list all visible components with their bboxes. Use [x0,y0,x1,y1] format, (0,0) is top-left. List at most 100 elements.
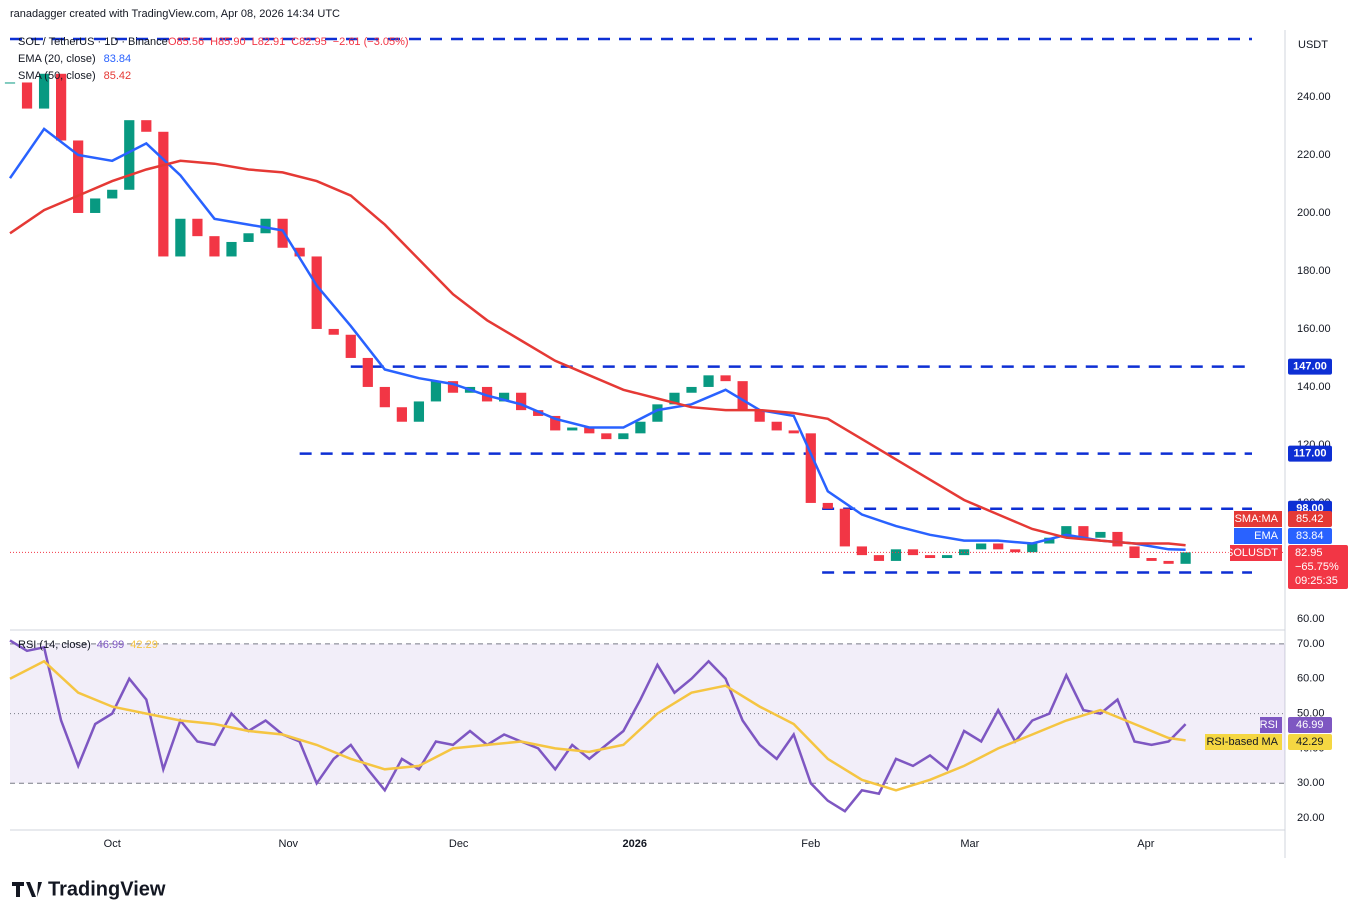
candle [686,386,697,393]
candle [1027,543,1038,553]
axis-value: 46.99 [1296,719,1324,731]
candle [618,433,629,440]
y-tick-label: 20.00 [1297,812,1325,824]
candle [209,236,220,257]
y-tick-label: 180.00 [1297,265,1331,277]
candle [1061,526,1072,538]
logo-text: TradingView [48,878,166,900]
price-tag-countdown: 09:25:35 [1295,575,1338,587]
x-tick-label: Feb [801,838,820,850]
candle [788,430,799,434]
axis-value-box [1288,717,1332,733]
candle [754,410,765,422]
candle [226,241,237,257]
candle [260,218,271,234]
candle [175,218,186,257]
y-tick-label: 50.00 [1297,707,1325,719]
candle [805,433,816,503]
candle [243,233,254,242]
axis-tag-box [1234,511,1282,527]
candle [21,82,33,109]
y-tick-label: 220.00 [1297,149,1331,161]
candle [737,381,748,411]
candle [4,82,16,84]
candle [362,357,373,387]
candle [669,392,680,405]
rsi-band [10,643,1285,784]
candle [533,410,544,416]
logo: TradingView [12,878,166,900]
candle [1163,560,1174,564]
candle [1095,531,1106,538]
axis-tag: RSI-based MA [1206,736,1278,748]
legend-value: 83.84 [104,53,132,65]
legend-name: EMA (20, close) [18,53,96,65]
candle [294,247,305,257]
price-tag-change: −65.75% [1295,561,1339,573]
x-tick-label: Apr [1137,838,1154,850]
candle [601,433,612,440]
axis-value-box [1288,528,1332,544]
legend-symbol: SOL / TetherUS · 1D · Binance [18,36,168,48]
series-line [9,159,1186,547]
candle [584,427,595,434]
candle [447,381,459,393]
price-tag-name: SOLUSDT [1226,547,1278,559]
candle [822,502,833,509]
axis-value: 85.42 [1296,513,1324,525]
candle [941,555,953,559]
y-tick-label: 200.00 [1297,207,1331,219]
price-tag-value-box [1288,545,1348,589]
candle [430,381,442,402]
candle [1112,531,1123,547]
candle [277,218,288,248]
rsi-title: RSI (14, close) [18,639,91,651]
candle [345,334,356,358]
y-tick-label: 160.00 [1297,323,1331,335]
legend-ohlc: H85.90 [210,36,245,48]
axis-value-box [1288,734,1332,750]
x-tick-label: Nov [279,838,299,850]
candle [192,218,203,237]
candle [379,386,390,408]
candle [839,508,850,547]
candle [1180,552,1191,564]
candle [90,198,101,213]
candle [720,375,731,382]
candle [107,189,118,199]
series-line [9,639,1187,813]
candle [924,555,936,559]
level-label-box [1288,358,1332,375]
legend-name: SMA (50, close) [18,70,96,82]
x-tick-label: Mar [960,838,979,850]
legend-ohlc: L82.91 [252,36,286,48]
x-tick-label: Dec [449,838,469,850]
legend-ohlc: O85.56 [168,36,204,48]
candle [516,392,527,411]
candle [158,131,169,257]
currency: USDT [1298,39,1328,51]
candle [1010,549,1021,553]
candle [1044,537,1055,544]
x-tick-label: Oct [104,838,121,850]
candle [481,386,493,402]
candle [413,401,425,422]
candle [890,549,902,561]
candle [652,404,663,422]
candle [635,421,646,434]
y-tick-label: 240.00 [1297,91,1331,103]
axis-tag: SMA:MA [1235,513,1279,525]
level-label-box [1288,445,1332,462]
legend-value: 42.29 [130,639,158,651]
candle [993,543,1004,550]
candle [141,120,152,132]
candle [124,120,135,190]
legend-ohlc: −2.61 (−3.05%) [333,36,409,48]
axis-tag: EMA [1254,530,1279,542]
candle [771,421,782,431]
candle [1078,526,1089,538]
axis-tag: RSI [1260,719,1278,731]
y-tick-label: 140.00 [1297,381,1331,393]
